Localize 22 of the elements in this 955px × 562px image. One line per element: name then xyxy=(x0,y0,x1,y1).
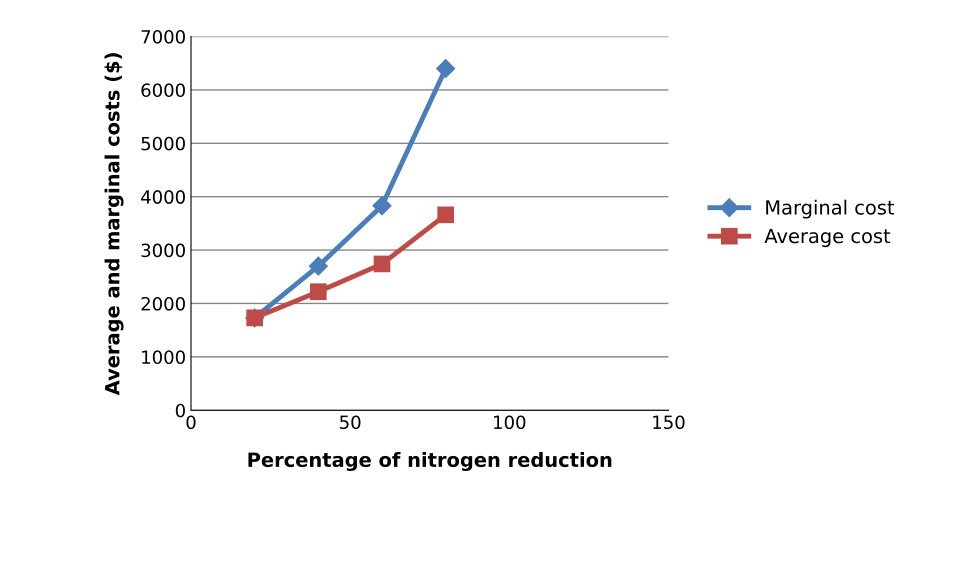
y-tick-label: 0 xyxy=(176,404,185,418)
point xyxy=(436,59,456,78)
x-tick-label: 150 xyxy=(653,415,685,430)
legend-label: Marginal cost xyxy=(766,200,894,219)
point xyxy=(308,256,328,276)
point xyxy=(310,283,327,300)
y-tick-label: 4000 xyxy=(141,190,185,204)
y-tick-label: 3000 xyxy=(142,244,185,258)
y-tick-label: 1000 xyxy=(142,350,185,364)
point xyxy=(372,196,392,216)
point xyxy=(374,256,390,272)
y-tick-label: 2000 xyxy=(142,296,185,311)
x-tick-label: 0 xyxy=(186,415,196,430)
legend-label: Average cost xyxy=(764,228,890,248)
y-axis-title: Average and marginal costs ($) xyxy=(104,53,124,396)
point xyxy=(437,206,454,224)
x-axis-title: Percentage of nitrogen reduction xyxy=(248,452,612,472)
x-tick-label: 50 xyxy=(340,415,360,430)
x-tick-label: 100 xyxy=(494,415,526,430)
y-tick-label: 6000 xyxy=(141,83,185,98)
y-tick-label: 5000 xyxy=(142,136,185,150)
y-tick-label: 7000 xyxy=(142,30,185,44)
